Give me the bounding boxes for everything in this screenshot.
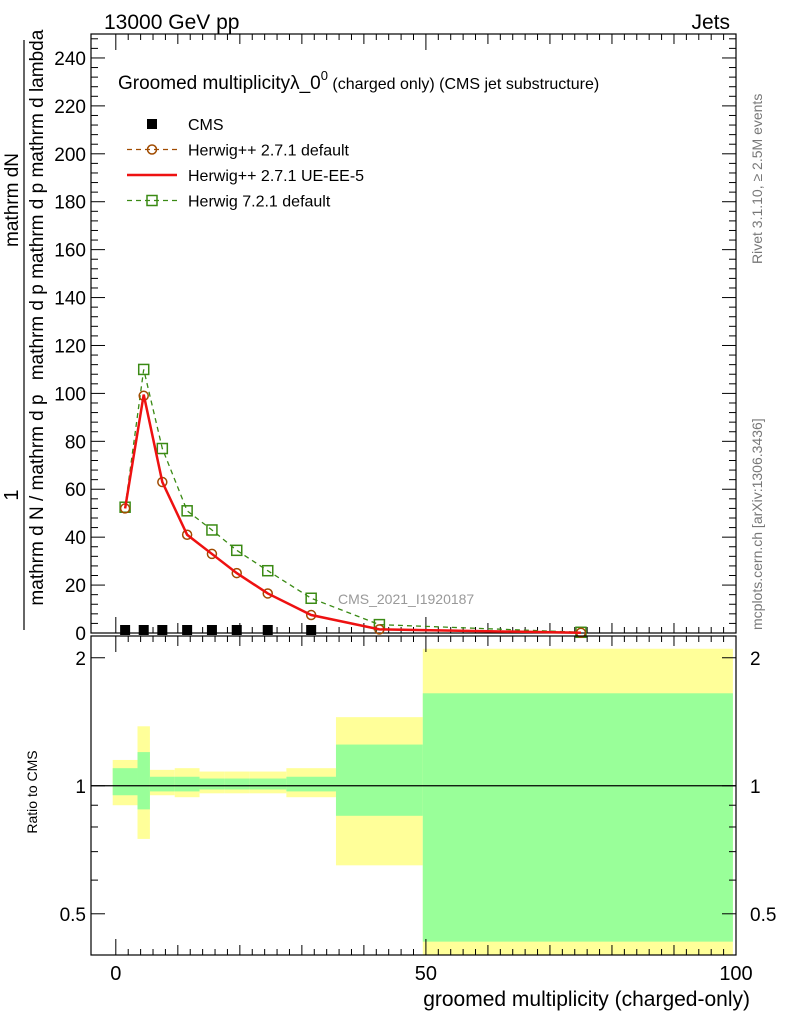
legend-marker-1	[146, 144, 158, 155]
ratio-y-tick-label-left: 2	[75, 649, 86, 670]
main-ylabel: 1 mathrm d N / mathrm d p mathrm dN math…	[1, 29, 48, 630]
ratio-band-green-9	[422, 693, 733, 942]
series-0-point-7	[306, 625, 317, 635]
legend-marker-0	[147, 119, 157, 129]
ratio-band-green-4	[199, 778, 225, 790]
legend: CMS Herwig++ 2.7.1 default Herwig++ 2.7.1 …	[127, 117, 364, 211]
series-1-point-6	[262, 588, 274, 599]
ratio-y-tick-label-right: 0.5	[750, 905, 776, 926]
series-3-point-1	[137, 363, 150, 376]
series-0-point-2	[157, 625, 168, 635]
header-energy-label: 13000 GeV pp	[104, 11, 239, 34]
series-3-point-6	[262, 564, 274, 577]
ratio-y-tick-label-right: 2	[750, 649, 761, 670]
ratio-band-green-1	[137, 752, 150, 810]
series-3-point-3	[181, 505, 193, 517]
plot-title-main: Groomed multiplicityλ_0	[118, 73, 321, 94]
ylabel-second-denominator: mathrm d p mathrm d p mathrm d lambda	[27, 29, 48, 380]
series-0-point-6	[262, 625, 273, 635]
series-0	[120, 625, 317, 635]
ratio-band-green-5	[224, 778, 250, 790]
y-tick-label: 160	[54, 241, 86, 262]
y-tick-label: 60	[65, 480, 86, 501]
series-1-point-3	[181, 529, 193, 541]
y-tick-label: 140	[54, 289, 86, 310]
y-tick-label: 80	[65, 432, 86, 453]
legend-label-0: CMS	[188, 117, 224, 134]
series-1-point-4	[206, 548, 218, 560]
ratio-band-green-3	[174, 776, 200, 792]
x-axis-label: groomed multiplicity (charged-only)	[423, 988, 750, 1011]
ylabel-second-numerator: mathrm dN	[2, 153, 23, 247]
ratio-y-tick-label-left: 1	[75, 777, 86, 798]
ylabel-denominator: mathrm d N / mathrm d p	[27, 394, 48, 605]
plot-title-superscript: 0	[321, 68, 328, 83]
y-tick-label: 40	[65, 528, 86, 549]
y-tick-label: 220	[54, 97, 86, 118]
rivet-info-label: Rivet 3.1.10, ≥ 2.5M events	[749, 94, 765, 264]
ratio-y-tick-label-left: 0.5	[60, 905, 86, 926]
legend-marker-3	[146, 194, 158, 207]
plot-title-rest: (charged only) (CMS jet substructure)	[328, 76, 599, 93]
ratio-ylabel: Ratio to CMS	[24, 750, 40, 833]
ratio-band-green-2	[149, 776, 175, 792]
series-0-point-1	[138, 625, 149, 635]
legend-label-1: Herwig++ 2.7.1 default	[188, 143, 350, 160]
series-3-point-4	[206, 524, 218, 536]
series-1-point-5	[231, 567, 242, 579]
header-jets-label: Jets	[691, 11, 730, 34]
series-0-point-4	[206, 625, 217, 635]
ratio-plot: 0 50 100 0.5 0.5 1 1 2 2	[60, 635, 776, 985]
y-tick-label: 0	[75, 624, 86, 645]
ratio-band-green-6	[249, 778, 287, 790]
series-0-point-3	[182, 625, 193, 635]
series-line-3	[124, 369, 581, 633]
legend-label-2: Herwig++ 2.7.1 UE-EE-5	[188, 168, 364, 185]
ratio-band-green-8	[335, 744, 423, 816]
series-3-point-5	[230, 544, 243, 557]
series-0-point-0	[120, 625, 131, 635]
y-tick-label: 180	[54, 193, 86, 214]
x-tick-label: 50	[415, 963, 437, 985]
x-tick-label: 100	[719, 963, 752, 985]
y-tick-label: 200	[54, 145, 86, 166]
y-tick-label: 120	[54, 336, 86, 357]
series-2	[123, 394, 581, 635]
series-0-point-5	[231, 625, 242, 635]
ratio-y-tick-label-right: 1	[750, 777, 761, 798]
legend-label-3: Herwig 7.2.1 default	[188, 194, 331, 211]
ratio-band-green-0	[112, 768, 138, 796]
y-tick-label: 20	[65, 576, 86, 597]
ylabel-numerator-one: 1	[1, 489, 23, 500]
y-tick-label: 240	[54, 49, 86, 70]
mcplots-info-label: mcplots.cern.ch [arXiv:1306.3436]	[749, 418, 765, 630]
analysis-watermark: CMS_2021_I1920187	[338, 591, 474, 607]
series-line-2	[123, 394, 581, 635]
x-tick-label: 0	[110, 963, 121, 985]
series-3-point-2	[156, 442, 169, 455]
plot-title: Groomed multiplicityλ_00 (charged only) …	[118, 68, 599, 94]
y-tick-label: 100	[54, 384, 86, 405]
series-3-point-7	[305, 592, 317, 605]
main-plot: 0 20 40 60 80 100 120 140 160 180 200 220 240 CMS Herw…	[54, 33, 737, 645]
ratio-band-green-7	[286, 776, 336, 792]
